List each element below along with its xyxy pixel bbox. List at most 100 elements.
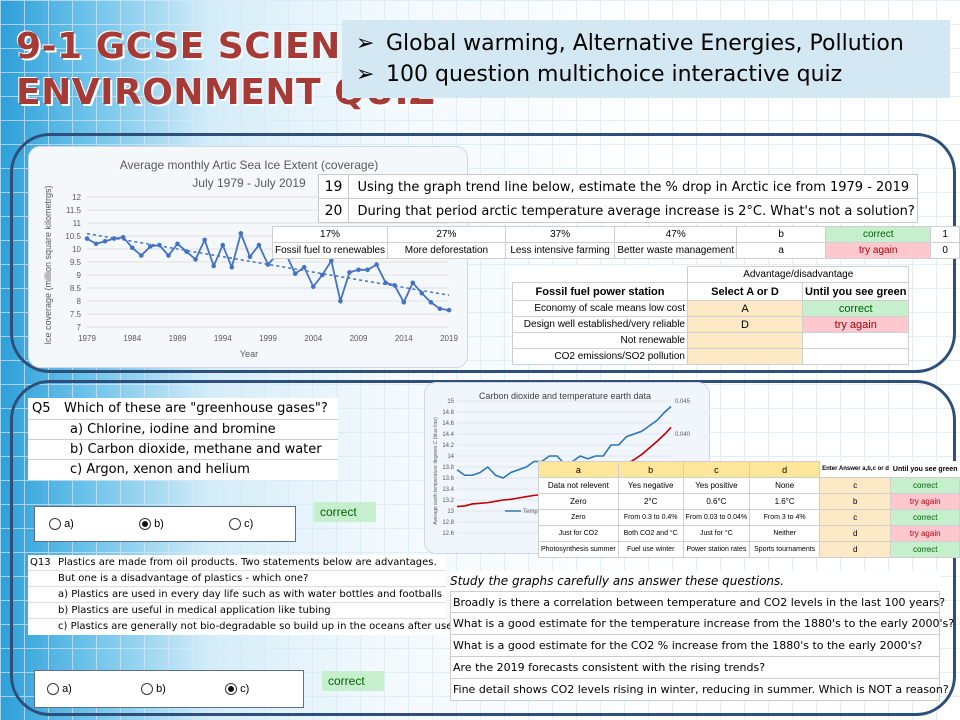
answer-input-cell[interactable] [687, 348, 803, 365]
question-number: 19 [319, 175, 349, 198]
radio-c[interactable]: c) [225, 683, 249, 696]
radio-b[interactable]: b) [139, 518, 164, 531]
q13-result: correct [322, 671, 384, 691]
y-tick-label: 7 [77, 323, 82, 332]
result-cell [801, 348, 910, 365]
question-number: 20 [319, 199, 349, 222]
data-point [401, 300, 407, 305]
table-cell: Yes negative [617, 477, 684, 494]
table-row: Just for CO2 Both CO2 and °C Just for °C… [538, 525, 960, 542]
radio-a[interactable]: a) [49, 518, 74, 531]
answer-input-cell[interactable]: d [819, 525, 892, 542]
data-point [301, 264, 307, 270]
answer-input-cell[interactable] [687, 332, 803, 349]
table-cell: 0.6°C [682, 493, 751, 510]
table-cell: More deforestation [387, 242, 506, 259]
x-tick-label: 1979 [78, 334, 96, 343]
y2-tick-label: 0.040 [675, 432, 691, 438]
data-point [129, 245, 135, 250]
x-tick-label: 2019 [440, 334, 458, 343]
table-cell: 2°C [617, 493, 684, 510]
answer-input-cell[interactable]: D [687, 316, 803, 333]
answer-table: 17% 27% 37% 47% b correct 1 Fossil fuel … [271, 226, 960, 259]
table-cell: Photosynthesis summer [538, 541, 619, 558]
table-cell: Not renewable [512, 332, 688, 349]
result-cell: try again [890, 525, 960, 542]
radio-c[interactable]: c) [229, 518, 253, 531]
x-tick-label: 1999 [259, 334, 277, 343]
y-tick-label: 8 [77, 297, 82, 306]
y-tick-label: 9 [77, 271, 82, 280]
table-cell: Just for °C [682, 525, 751, 542]
data-point [437, 306, 443, 312]
y-tick-label: 13.6 [442, 476, 454, 482]
answer-input-cell[interactable]: A [687, 300, 803, 317]
table-header: Advantage/disadvantage [686, 266, 910, 283]
x-tick-label: 2009 [350, 334, 368, 343]
bullet-item: ➢ Global warming, Alternative Energies, P… [356, 28, 936, 59]
radio-selected-icon[interactable] [139, 518, 151, 531]
radio-a[interactable]: a) [47, 683, 72, 696]
table-header: b [617, 461, 684, 478]
x-tick-label: 1989 [169, 334, 187, 343]
data-point [84, 236, 90, 241]
y-tick-label: 11 [73, 219, 82, 228]
answer-input-cell[interactable]: b [819, 493, 892, 510]
table-cell: 1.6°C [749, 493, 821, 510]
y-tick-label: 14 [447, 454, 454, 460]
table-cell: 27% [387, 226, 506, 243]
study-questions: Study the graphs carefully ans answer th… [450, 571, 954, 701]
ice-chart-title-1: Average monthly Artic Sea Ice Extent (co… [120, 158, 379, 172]
ice-chart-ylabel: Ice coverage (million square kilometrgs) [43, 185, 53, 344]
topic-bullets: ➢ Global warming, Alternative Energies, P… [342, 20, 950, 98]
data-point [347, 270, 352, 275]
table-header: Enter Answer a,b,c or d [822, 466, 889, 473]
radio-selected-icon[interactable] [225, 683, 237, 696]
answer-input-cell[interactable]: b [736, 226, 827, 243]
table-cell: Economy of scale means low cost [512, 300, 688, 317]
data-point [238, 231, 244, 236]
title-line-1: 9-1 GCSE SCIENCE [16, 26, 393, 67]
data-point [428, 300, 434, 305]
question-text: During that period arctic temperature av… [357, 204, 915, 219]
option-text: c) Plastics are generally not bio-degrad… [58, 621, 456, 632]
data-point [383, 280, 388, 286]
data-point [229, 264, 235, 270]
table-row: Advantage/disadvantage [513, 266, 910, 283]
table-cell: Zero [538, 493, 619, 510]
question-20: 20 During that period arctic temperature… [318, 198, 918, 223]
data-point [193, 257, 198, 262]
option-text: b) Carbon dioxide, methane and water [28, 440, 338, 460]
answer-input-cell[interactable]: c [819, 509, 892, 526]
radio-icon[interactable] [47, 683, 59, 696]
study-heading: Study the graphs carefully ans answer th… [450, 571, 940, 591]
abcd-table: a b c d Enter Answer a,b,c or d Until yo… [538, 461, 960, 558]
y-tick-label: 13.2 [442, 498, 454, 504]
table-header: Select A or D [687, 282, 803, 301]
radio-icon[interactable] [141, 683, 153, 696]
q5-result: correct [314, 502, 376, 522]
table-row: Fossil fuel to renewables More deforesta… [271, 242, 960, 259]
table-cell: Fossil fuel to renewables [271, 242, 389, 259]
radio-b[interactable]: b) [141, 683, 166, 696]
answer-input-cell[interactable]: a [736, 242, 827, 259]
table-row: Photosynthesis summer Fuel use winter Po… [538, 541, 960, 558]
result-cell: correct [890, 541, 960, 558]
table-header: c [682, 461, 751, 478]
y-tick-label: 12 [72, 193, 81, 202]
table-cell: Data not relevent [538, 477, 619, 494]
trendline [86, 232, 450, 296]
table-cell: From 0.03 to 0.04% [682, 509, 751, 526]
table-header: a [538, 461, 619, 478]
answer-input-cell[interactable]: d [819, 541, 892, 558]
q5-radio-group: a) b) c) [34, 506, 296, 542]
answer-input-cell[interactable]: c [819, 477, 892, 494]
data-point [157, 242, 162, 248]
data-point [211, 263, 216, 269]
y-tick-label: 14.8 [442, 410, 454, 416]
radio-icon[interactable] [229, 518, 241, 531]
y-tick-label: 9.5 [70, 258, 82, 267]
radio-icon[interactable] [49, 518, 61, 531]
y-tick-label: 14.4 [442, 432, 454, 438]
y-tick-label: 14.2 [442, 443, 454, 449]
